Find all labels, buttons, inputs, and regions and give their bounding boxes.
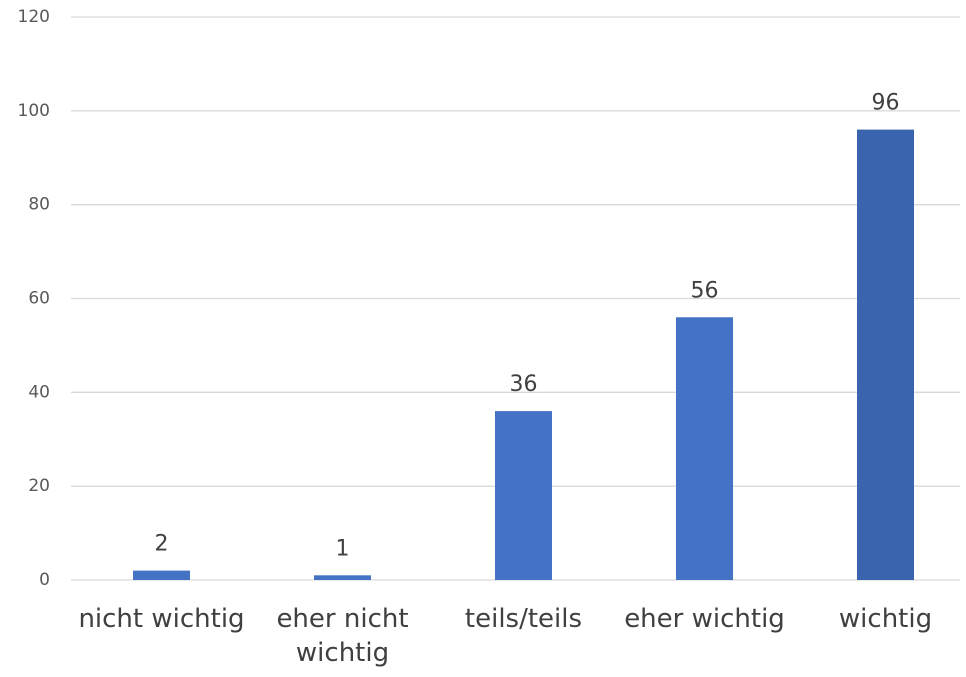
bar [314,575,371,580]
y-tick-label: 100 [18,101,50,121]
bar [133,570,190,580]
data-label: 36 [510,372,538,397]
y-tick-label: 80 [28,195,50,215]
bar [495,411,552,580]
data-label: 1 [336,536,350,561]
y-tick-label: 20 [28,476,50,496]
bar [857,129,914,580]
x-tick-label: eher wichtig [624,604,785,634]
x-tick-label: wichtig [838,604,933,634]
x-tick-label: teils/teils [464,604,583,634]
x-tick-label: nicht wichtig [78,604,245,634]
y-tick-label: 40 [28,382,50,402]
data-label: 96 [872,91,900,116]
data-label: 2 [155,532,169,557]
x-tick-label: eher nicht wichtig [276,604,409,668]
y-tick-label: 60 [28,289,50,309]
y-tick-label: 0 [39,570,50,590]
y-tick-label: 120 [18,7,50,27]
data-label: 56 [691,278,719,303]
bar [676,317,733,580]
